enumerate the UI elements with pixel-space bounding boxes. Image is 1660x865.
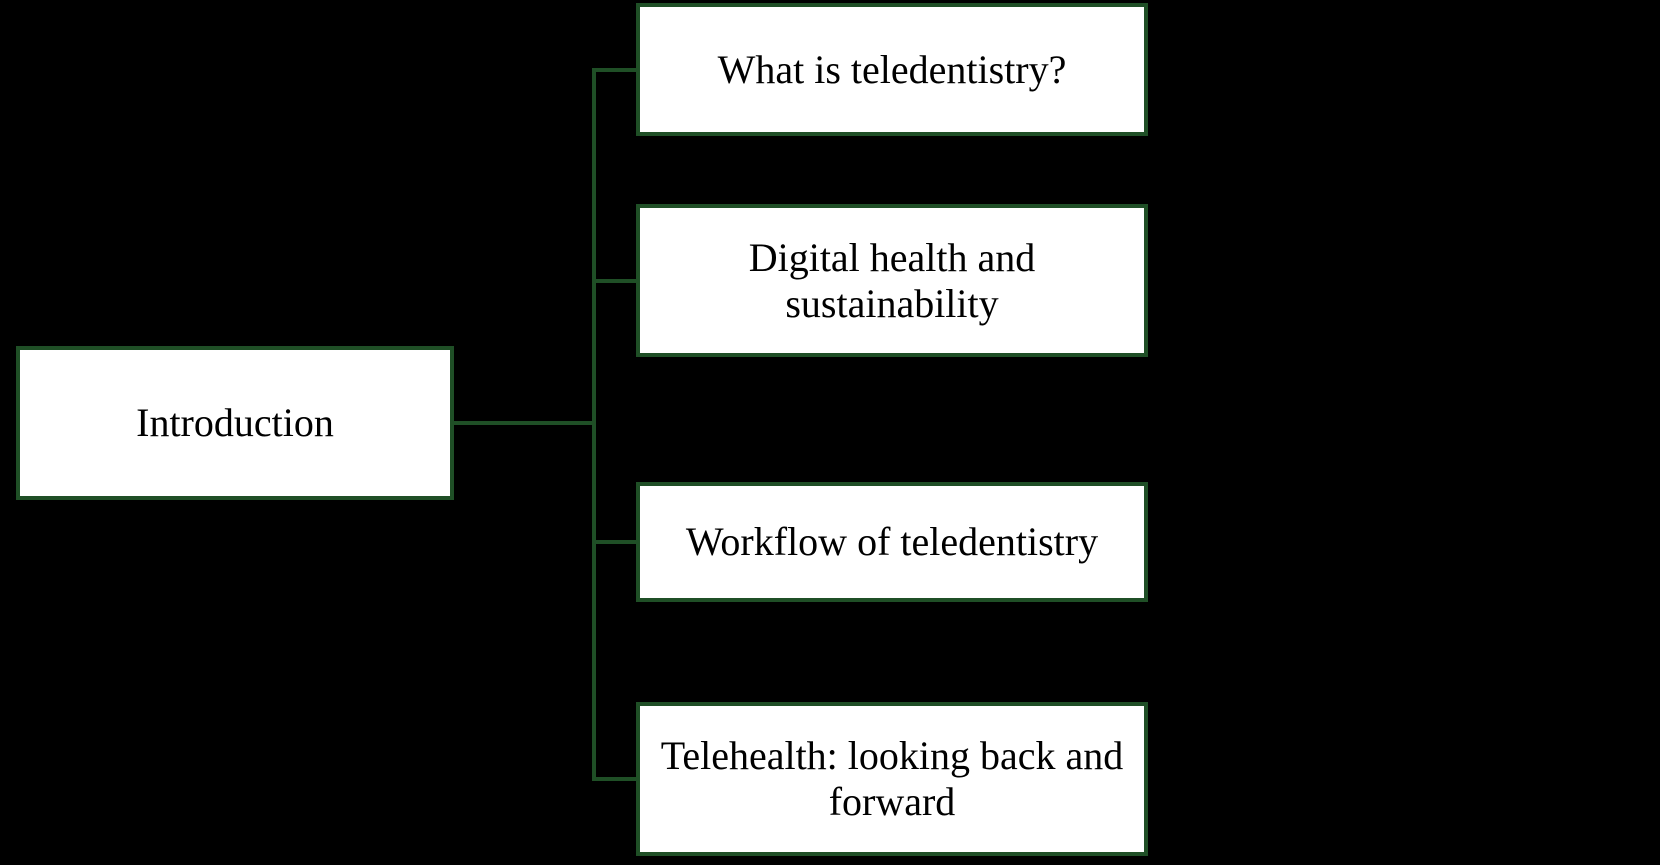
child-node-1-label: Digital health and sustainability bbox=[648, 235, 1136, 327]
child-node-2-label: Workflow of teledentistry bbox=[686, 519, 1098, 565]
root-node-label: Introduction bbox=[136, 400, 334, 446]
child-node-0: What is teledentistry? bbox=[636, 3, 1148, 136]
child-node-2: Workflow of teledentistry bbox=[636, 482, 1148, 602]
trunk-connector bbox=[454, 421, 596, 425]
child-node-0-label: What is teledentistry? bbox=[718, 47, 1067, 93]
branch-connector-1 bbox=[592, 279, 636, 283]
root-node: Introduction bbox=[16, 346, 454, 500]
child-node-3: Telehealth: looking back and forward bbox=[636, 702, 1148, 856]
branch-connector-3 bbox=[592, 777, 636, 781]
branch-connector-0 bbox=[592, 68, 636, 72]
branch-connector-2 bbox=[592, 540, 636, 544]
diagram-stage: Introduction What is teledentistry? Digita… bbox=[0, 0, 1660, 865]
child-node-1: Digital health and sustainability bbox=[636, 204, 1148, 357]
spine-connector bbox=[592, 68, 596, 782]
child-node-3-label: Telehealth: looking back and forward bbox=[648, 733, 1136, 825]
